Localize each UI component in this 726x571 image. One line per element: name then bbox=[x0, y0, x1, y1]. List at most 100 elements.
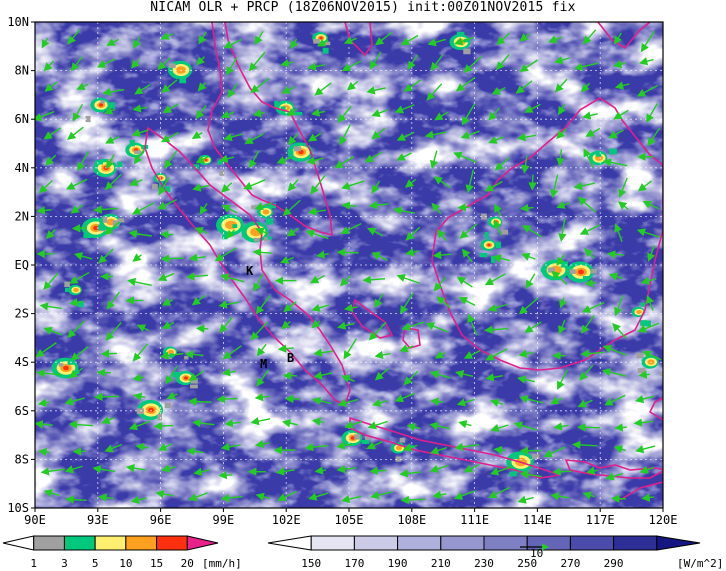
wind-arrow bbox=[521, 155, 530, 174]
rain-pixel bbox=[540, 267, 546, 272]
wind-arrow bbox=[396, 274, 421, 284]
wind-arrow bbox=[374, 31, 393, 46]
wind-arrow bbox=[35, 342, 57, 358]
coast-java bbox=[349, 416, 561, 479]
wind-arrow bbox=[494, 203, 502, 217]
wind-arrow bbox=[222, 345, 242, 360]
wind-arrow bbox=[635, 445, 656, 454]
wind-arrow bbox=[343, 36, 357, 45]
wind-arrow bbox=[310, 174, 326, 195]
lon-tick-label: 114E bbox=[523, 513, 552, 527]
rain-cell-core bbox=[184, 376, 188, 380]
olr-color-cell bbox=[353, 535, 399, 551]
wind-arrow bbox=[582, 111, 599, 120]
coast-indochina bbox=[344, 22, 373, 57]
wind-arrow bbox=[77, 151, 89, 172]
wind-arrow bbox=[374, 350, 391, 360]
rain-pixel bbox=[293, 146, 301, 152]
wind-arrow bbox=[286, 107, 298, 117]
wind-arrow bbox=[618, 177, 628, 198]
wind-arrow bbox=[135, 442, 149, 452]
olr-tick-label: 210 bbox=[431, 557, 451, 570]
wind-arrow bbox=[309, 274, 326, 284]
wind-arrow bbox=[579, 364, 594, 381]
wind-arrow bbox=[101, 416, 115, 424]
olr-tick-label: 150 bbox=[301, 557, 321, 570]
wind-arrow bbox=[275, 467, 295, 476]
wind-arrow bbox=[69, 298, 83, 307]
lon-tick-label: 96E bbox=[150, 513, 172, 527]
rain-pixel bbox=[102, 216, 108, 223]
wind-arrow bbox=[157, 57, 171, 71]
wind-arrow bbox=[220, 273, 245, 283]
wind-arrow bbox=[223, 38, 243, 49]
wind-arrow bbox=[519, 203, 534, 213]
wind-arrow bbox=[488, 486, 511, 499]
wind-arrow bbox=[586, 466, 598, 475]
wind-arrow bbox=[314, 82, 332, 96]
wind-arrow bbox=[394, 104, 415, 114]
wind-arrow bbox=[199, 203, 208, 215]
wind-arrow bbox=[316, 38, 329, 47]
wind-arrow bbox=[314, 466, 327, 475]
precip-tick-label: 10 bbox=[119, 557, 132, 570]
wind-arrow bbox=[191, 131, 203, 139]
wind-arrow bbox=[195, 324, 209, 333]
wind-arrow bbox=[192, 418, 215, 428]
wind-arrow bbox=[155, 489, 174, 499]
wind-arrow bbox=[45, 228, 56, 240]
rain-pixel bbox=[463, 48, 471, 55]
wind-arrow bbox=[254, 392, 270, 402]
wind-arrow bbox=[548, 35, 562, 44]
wind-arrow bbox=[429, 464, 449, 473]
wind-arrow bbox=[368, 200, 389, 210]
wind-arrow bbox=[218, 300, 239, 309]
wind-arrow bbox=[35, 420, 53, 429]
wind-arrow bbox=[226, 57, 238, 76]
wind-arrow bbox=[45, 154, 57, 166]
wind-arrow bbox=[517, 133, 537, 142]
wind-arrow bbox=[369, 51, 382, 70]
wind-arrow bbox=[399, 469, 421, 478]
rain-pixel bbox=[288, 150, 294, 158]
rain-pixel bbox=[313, 39, 320, 44]
wind-arrow bbox=[492, 254, 510, 263]
wind-arrow bbox=[35, 110, 55, 121]
wind-arrow bbox=[550, 492, 570, 501]
wind-arrow bbox=[340, 223, 362, 234]
wind-arrow bbox=[572, 440, 597, 450]
rain-pixel bbox=[463, 38, 470, 43]
wind-arrow bbox=[186, 447, 205, 456]
wind-arrow bbox=[67, 126, 84, 141]
wind-arrow bbox=[426, 83, 443, 101]
lon-tick-label: 102E bbox=[272, 513, 301, 527]
wind-arrow bbox=[427, 38, 446, 47]
wind-arrow bbox=[104, 173, 122, 191]
wind-arrow bbox=[550, 396, 563, 405]
wind-arrow bbox=[519, 470, 542, 479]
wind-arrow bbox=[455, 76, 476, 92]
wind-arrow bbox=[98, 248, 114, 264]
wind-arrow bbox=[161, 321, 175, 329]
rain-pixel bbox=[117, 161, 123, 168]
rain-cell-core bbox=[578, 269, 584, 275]
wind-arrow bbox=[336, 464, 357, 474]
wind-arrow bbox=[196, 56, 205, 66]
wind-arrow bbox=[216, 394, 238, 404]
precip-color-cell bbox=[94, 535, 127, 551]
wind-arrow bbox=[642, 200, 659, 210]
wind-arrow bbox=[431, 202, 442, 215]
wind-arrow bbox=[160, 254, 185, 263]
lon-tick-label: 111E bbox=[460, 513, 489, 527]
wind-arrow bbox=[556, 200, 570, 209]
wind-arrow bbox=[490, 424, 509, 433]
wind-arrow bbox=[256, 369, 270, 387]
wind-arrow bbox=[374, 293, 384, 309]
rain-pixel bbox=[67, 358, 76, 365]
wind-arrow bbox=[465, 169, 474, 194]
wind-arrow bbox=[250, 77, 270, 94]
wind-arrow bbox=[255, 492, 270, 501]
wind-arrow bbox=[94, 392, 120, 402]
wind-arrow bbox=[104, 221, 120, 236]
wind-arrow bbox=[72, 103, 84, 122]
